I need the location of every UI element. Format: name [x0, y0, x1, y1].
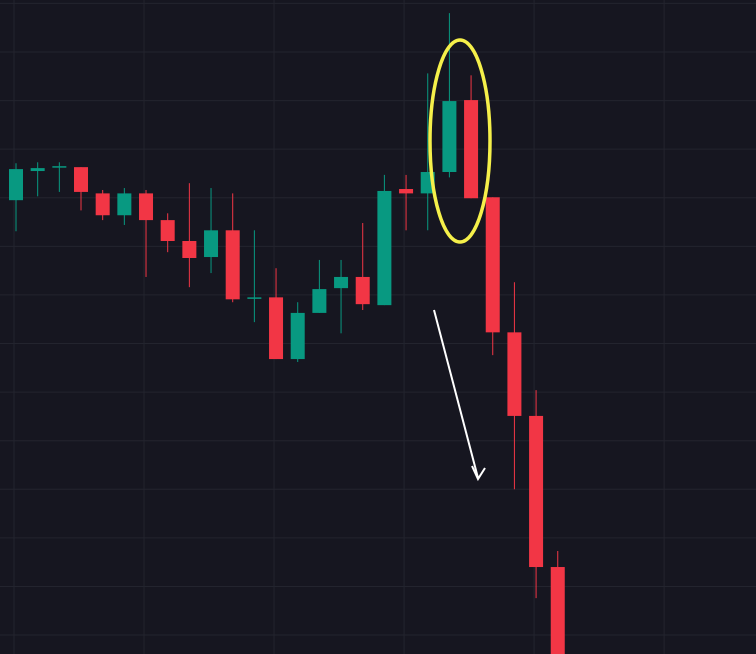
candle-body	[204, 230, 219, 258]
candle-body	[334, 276, 349, 289]
candle-body	[182, 240, 197, 259]
candle-body	[442, 101, 457, 173]
plot-area	[9, 13, 565, 654]
trend-arrow	[433, 309, 486, 482]
candle-body	[269, 297, 284, 360]
candle-body	[399, 189, 414, 194]
candle-body	[247, 297, 262, 299]
highlight-ellipse	[428, 38, 492, 244]
candle-body	[377, 190, 392, 306]
candle-body	[550, 567, 565, 654]
arrow-shaft	[433, 309, 479, 479]
candle-body	[74, 167, 89, 192]
candle-body	[355, 276, 370, 305]
candle-body	[485, 197, 500, 333]
candle-body	[95, 193, 110, 216]
candle-body	[160, 220, 175, 241]
candle-body	[290, 312, 305, 360]
candle-body	[507, 332, 522, 416]
arrow-head	[471, 465, 486, 482]
candle-body	[139, 193, 154, 221]
candle-body	[117, 193, 132, 216]
candle-body	[312, 289, 327, 313]
candle-body	[225, 230, 240, 300]
candle-body	[464, 100, 479, 199]
candle-body	[9, 169, 23, 201]
candle-body	[30, 168, 45, 172]
candle-body	[529, 415, 544, 568]
candle-body	[52, 166, 67, 168]
